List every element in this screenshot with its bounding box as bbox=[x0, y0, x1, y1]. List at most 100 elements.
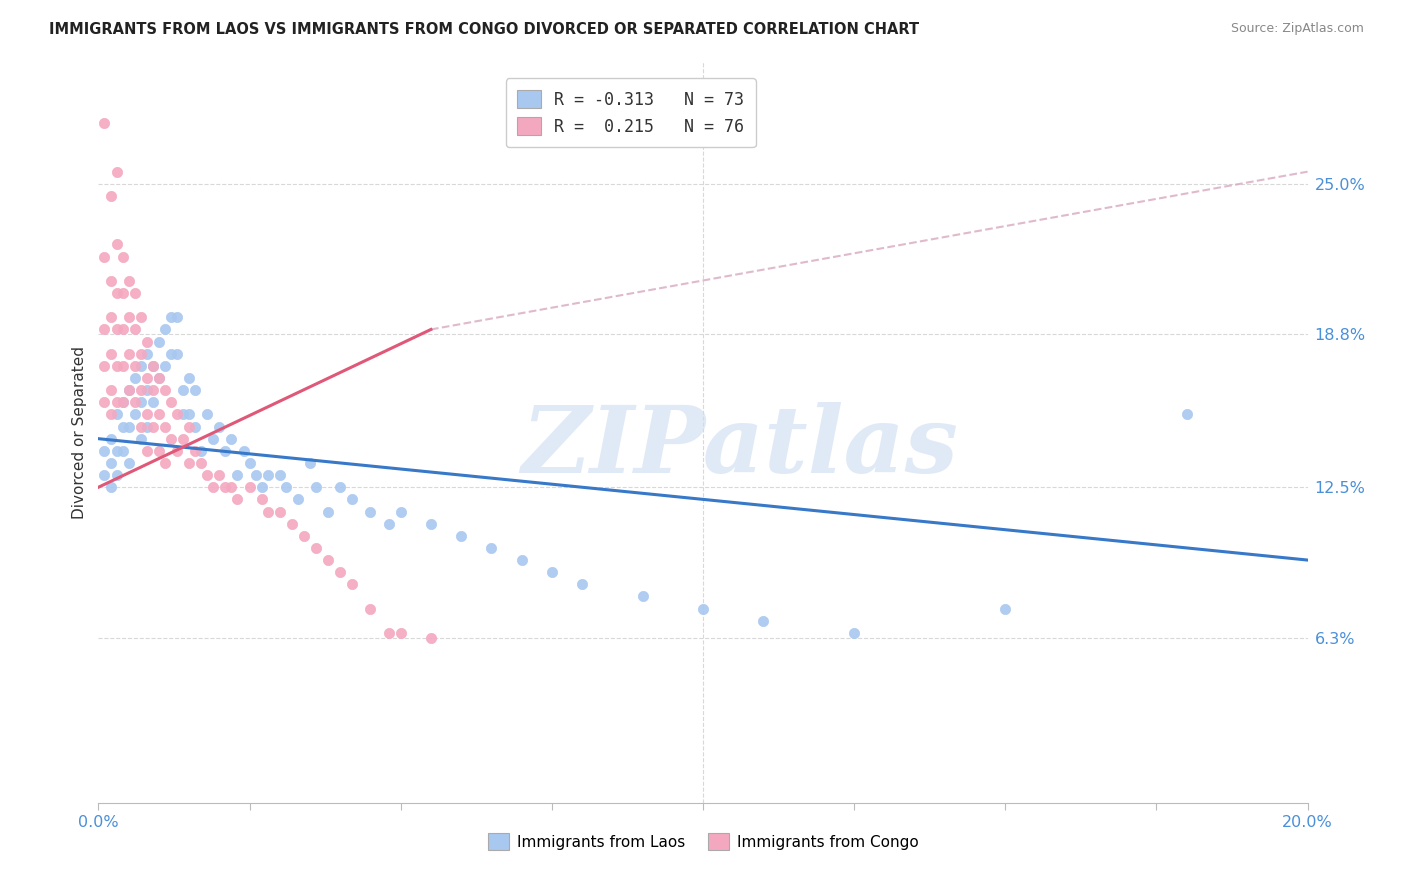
Point bbox=[148, 408, 170, 422]
Point bbox=[118, 310, 141, 325]
Point bbox=[179, 408, 201, 422]
Point bbox=[377, 516, 399, 531]
Point bbox=[631, 590, 654, 604]
Point bbox=[100, 274, 122, 288]
Point bbox=[510, 553, 533, 567]
Point bbox=[481, 541, 503, 555]
Point bbox=[994, 601, 1017, 615]
Point bbox=[148, 371, 170, 385]
Point bbox=[153, 383, 176, 397]
Point bbox=[316, 504, 339, 518]
Point bbox=[129, 359, 152, 373]
Point bbox=[360, 504, 382, 518]
Point bbox=[202, 480, 225, 494]
Point bbox=[124, 286, 146, 301]
Point bbox=[111, 286, 134, 301]
Point bbox=[124, 408, 146, 422]
Point bbox=[226, 492, 249, 507]
Point bbox=[142, 395, 165, 409]
Point bbox=[160, 395, 183, 409]
Point bbox=[135, 419, 157, 434]
Point bbox=[256, 468, 278, 483]
Point bbox=[148, 334, 170, 349]
Point bbox=[274, 480, 297, 494]
Point bbox=[118, 383, 141, 397]
Point bbox=[160, 432, 183, 446]
Point bbox=[111, 395, 134, 409]
Point bbox=[202, 432, 225, 446]
Point bbox=[239, 456, 262, 470]
Point bbox=[179, 456, 201, 470]
Point bbox=[118, 274, 141, 288]
Point bbox=[153, 322, 176, 336]
Point bbox=[360, 601, 382, 615]
Point bbox=[135, 347, 157, 361]
Point bbox=[160, 310, 183, 325]
Point bbox=[129, 419, 152, 434]
Point bbox=[129, 310, 152, 325]
Point bbox=[329, 480, 352, 494]
Point bbox=[135, 383, 157, 397]
Point bbox=[540, 565, 562, 579]
Point bbox=[450, 529, 472, 543]
Point bbox=[172, 383, 194, 397]
Point bbox=[377, 626, 399, 640]
Point bbox=[129, 347, 152, 361]
Point bbox=[105, 286, 128, 301]
Point bbox=[118, 419, 141, 434]
Point bbox=[184, 419, 207, 434]
Point bbox=[93, 395, 115, 409]
Point bbox=[214, 443, 236, 458]
Point bbox=[389, 626, 412, 640]
Point bbox=[111, 395, 134, 409]
Point bbox=[184, 383, 207, 397]
Point bbox=[221, 432, 243, 446]
Point bbox=[190, 443, 212, 458]
Text: Source: ZipAtlas.com: Source: ZipAtlas.com bbox=[1230, 22, 1364, 36]
Point bbox=[692, 601, 714, 615]
Point bbox=[250, 480, 273, 494]
Point bbox=[105, 468, 128, 483]
Point bbox=[111, 443, 134, 458]
Point bbox=[232, 443, 254, 458]
Point bbox=[100, 189, 122, 203]
Point bbox=[214, 480, 236, 494]
Point bbox=[250, 492, 273, 507]
Point bbox=[226, 468, 249, 483]
Point bbox=[166, 347, 188, 361]
Point bbox=[111, 322, 134, 336]
Point bbox=[269, 468, 291, 483]
Point bbox=[184, 443, 207, 458]
Point bbox=[100, 310, 122, 325]
Point bbox=[105, 408, 128, 422]
Point bbox=[100, 383, 122, 397]
Point bbox=[153, 456, 176, 470]
Point bbox=[135, 443, 157, 458]
Point bbox=[135, 371, 157, 385]
Point bbox=[153, 419, 176, 434]
Point bbox=[179, 419, 201, 434]
Point bbox=[118, 383, 141, 397]
Point bbox=[105, 395, 128, 409]
Point bbox=[342, 492, 364, 507]
Point bbox=[281, 516, 304, 531]
Point bbox=[93, 443, 115, 458]
Y-axis label: Divorced or Separated: Divorced or Separated bbox=[72, 346, 87, 519]
Point bbox=[118, 347, 141, 361]
Point bbox=[129, 395, 152, 409]
Point bbox=[105, 164, 128, 178]
Point bbox=[239, 480, 262, 494]
Point bbox=[269, 504, 291, 518]
Point bbox=[287, 492, 309, 507]
Point bbox=[105, 359, 128, 373]
Point bbox=[299, 456, 322, 470]
Point bbox=[172, 408, 194, 422]
Point bbox=[100, 432, 122, 446]
Point bbox=[179, 371, 201, 385]
Point bbox=[420, 631, 443, 645]
Point bbox=[342, 577, 364, 591]
Point bbox=[329, 565, 352, 579]
Point bbox=[1175, 408, 1198, 422]
Point bbox=[166, 408, 188, 422]
Point bbox=[100, 347, 122, 361]
